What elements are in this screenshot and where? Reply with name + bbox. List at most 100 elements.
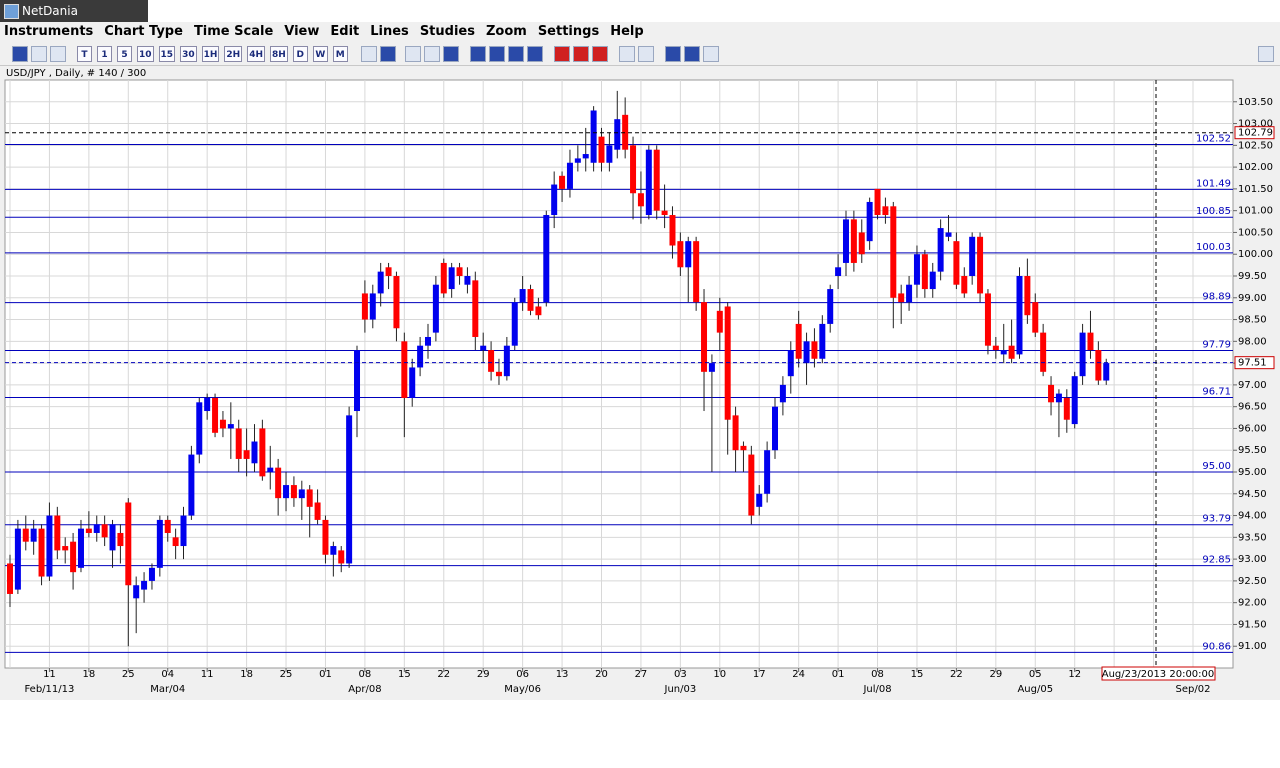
menu-item[interactable]: View [284,24,320,39]
candle-body [519,289,526,303]
candle-body [937,228,944,272]
candle-body [764,450,771,494]
menu-item[interactable]: Chart Type [104,24,183,39]
candle-body [54,515,61,551]
toolbar-icon[interactable] [360,45,377,62]
candle-body [306,489,313,507]
candle-body [1071,376,1078,425]
timeframe-button[interactable]: D [292,45,308,62]
toolbar-icon[interactable] [507,45,524,62]
candle-body [708,363,715,372]
toolbar-icon[interactable] [488,45,505,62]
menu-item[interactable]: Edit [330,24,360,39]
timeframe-button[interactable]: 5 [117,45,132,62]
candle-body [701,302,708,372]
candle-body [148,567,155,581]
timeframe-button[interactable]: T [77,45,92,62]
x-tick-label: 04 [161,669,174,680]
toolbar-icon[interactable] [664,45,681,62]
menu-item[interactable]: Settings [537,24,600,39]
x-tick-label: 17 [753,669,766,680]
toolbar-icon[interactable] [572,45,589,62]
y-tick-label: 99.00 [1238,293,1267,304]
timeframe-button[interactable]: W [312,45,328,62]
candle-body [929,271,936,290]
candle-body [38,528,45,577]
y-tick-label: 93.00 [1238,554,1267,565]
candle-body [661,210,668,216]
candle-body [1103,363,1110,381]
x-tick-label: 01 [832,669,845,680]
candle-body [1063,397,1070,420]
candle-body [819,323,826,359]
timeframe-button[interactable]: 8H [269,45,288,62]
x-tick-label: 05 [1029,669,1042,680]
menu-item[interactable]: Time Scale [193,24,274,39]
toolbar-icon[interactable] [423,45,440,62]
menu-item[interactable]: Studies [419,24,475,39]
timeframe-button[interactable]: 15 [158,45,176,62]
candle-body [772,406,779,451]
candle-body [417,345,424,368]
crosshair-box [1101,666,1216,681]
candle-body [46,515,53,577]
toolbar-icon[interactable] [404,45,421,62]
candle-body [164,519,171,533]
title-bar: NetDania FinanceChart [0,0,1280,40]
toolbar-icon[interactable] [379,45,396,62]
toolbar-icon[interactable] [637,45,654,62]
toolbar-icon[interactable] [1258,45,1274,62]
toolbar-icon[interactable] [50,45,66,62]
candle-body [259,428,266,477]
candle-body [1008,345,1015,359]
candle-body [566,162,573,189]
y-tick-label: 100.50 [1238,227,1273,238]
level-label: 93.79 [1202,514,1231,525]
candle-body [827,289,834,324]
timeframe-button[interactable]: 4H [247,45,265,62]
menu-item[interactable]: Help [610,24,644,39]
toolbar-icon[interactable] [618,45,635,62]
menu-item[interactable]: Lines [370,24,409,39]
x-tick-label: 22 [437,669,450,680]
timeframe-button[interactable]: 1 [97,45,112,62]
x-tick-label: 12 [1068,669,1081,680]
toolbar-icon[interactable] [442,45,459,62]
candle-body [1040,332,1047,372]
candle-body [346,415,353,564]
candle-body [693,241,700,303]
menu-item[interactable]: Zoom [485,24,527,39]
timeframe-button[interactable]: 10 [137,45,154,62]
toolbar-icon[interactable] [12,45,28,62]
candle-body [842,219,849,263]
toolbar-icon[interactable] [591,45,608,62]
toolbar-icon[interactable] [683,45,700,62]
timeframe-button[interactable]: M [332,45,348,62]
candle-body [748,454,755,516]
y-tick-label: 96.50 [1238,402,1267,413]
candle-body [196,402,203,455]
timeframe-button[interactable]: 2H [224,45,243,62]
level-label: 97.79 [1202,339,1231,350]
candle-body [795,323,802,359]
toolbar-icon[interactable] [469,45,486,62]
candle-body [393,276,400,329]
timeframe-button[interactable]: 30 [180,45,197,62]
candle-body [945,232,952,237]
candle-body [133,585,140,599]
candle-body [677,241,684,268]
toolbar-icon[interactable] [526,45,543,62]
toolbar-icon[interactable] [31,45,47,62]
toolbar-icon[interactable] [553,45,570,62]
toolbar-icon[interactable] [702,45,719,62]
menu-bar: Instruments Chart Type Time Scale View Edit L… [0,22,1280,42]
y-tick-label: 101.00 [1238,206,1273,217]
candle-body [551,184,558,216]
timeframe-button[interactable]: 1H [201,45,220,62]
candle-body [803,341,810,364]
price-box-label: 97.51 [1238,358,1267,369]
menu-item[interactable]: Instruments [4,24,94,39]
plot-area [4,79,1234,669]
x-tick-label: 29 [477,669,490,680]
candle-body [1016,276,1023,355]
